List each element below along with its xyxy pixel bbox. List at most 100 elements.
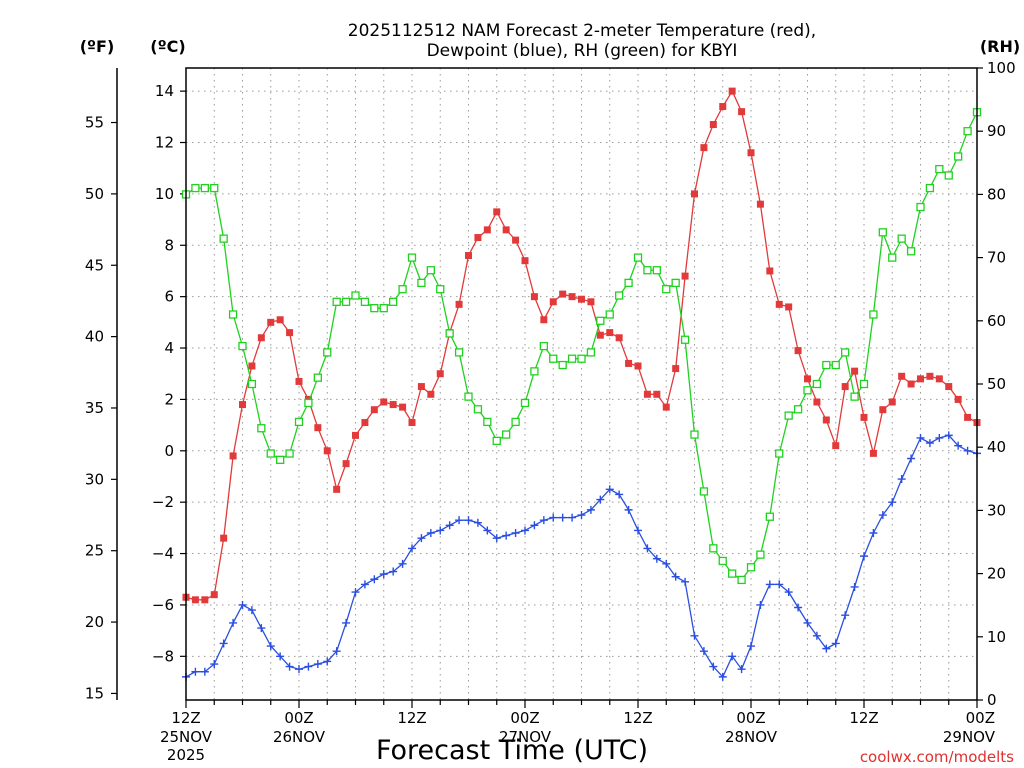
temperature-point: [540, 316, 548, 324]
relative-humidity-point: [332, 297, 341, 306]
relative-humidity-point: [407, 253, 417, 262]
dewpoint-point: [634, 526, 642, 535]
dewpoint-point: [558, 513, 567, 522]
dewpoint-point: [747, 642, 755, 651]
celsius-tick-label: 10: [155, 185, 174, 203]
temperature-point: [747, 149, 755, 157]
time-tick-label: 12Z: [849, 709, 878, 727]
relative-humidity-point: [746, 563, 756, 572]
relative-humidity-point: [323, 348, 332, 357]
temperature-point: [662, 403, 670, 411]
dewpoint-point: [822, 644, 831, 653]
celsius-tick-label: 12: [155, 134, 174, 152]
relative-humidity-point: [294, 417, 304, 427]
dewpoint-point: [521, 526, 529, 535]
date-tick-label: 27NOV: [499, 728, 552, 746]
temperature-point: [926, 372, 934, 380]
temperature-point: [775, 300, 783, 308]
dewpoint-point: [624, 505, 633, 514]
temperature-point: [841, 383, 849, 391]
rh-unit-label: (RH): [980, 37, 1020, 56]
temperature-point: [860, 413, 868, 421]
dewpoint-series: [182, 431, 981, 681]
fahrenheit-tick-label: 15: [85, 684, 104, 702]
relative-humidity-point: [219, 234, 228, 243]
temperature-point: [408, 419, 416, 427]
celsius-unit-label: (ºC): [150, 37, 185, 56]
dewpoint-point: [247, 606, 256, 615]
relative-humidity-point: [906, 247, 916, 256]
relative-humidity-point: [812, 379, 822, 389]
fahrenheit-tick-label: 55: [85, 114, 104, 132]
dewpoint-point: [304, 662, 313, 671]
temperature-point: [634, 362, 642, 370]
fahrenheit-unit-label: (ºF): [80, 37, 115, 56]
temperature-point: [596, 331, 604, 339]
dewpoint-point: [511, 529, 520, 538]
temperature-point: [719, 103, 727, 111]
rh-tick-label: 90: [987, 122, 1006, 140]
dewpoint-point: [276, 652, 285, 661]
dewpoint-point: [408, 544, 416, 553]
relative-humidity-point: [652, 266, 661, 275]
temperature-point: [935, 375, 943, 383]
relative-humidity-point: [784, 411, 793, 420]
temperature-point: [220, 534, 228, 542]
relative-humidity-point: [596, 316, 605, 325]
relative-humidity-point: [869, 310, 878, 319]
dewpoint-point: [888, 498, 897, 507]
dewpoint-point: [681, 577, 690, 586]
relative-humidity-point: [878, 228, 887, 237]
dewpoint-point: [266, 642, 275, 651]
temperature-point: [493, 208, 501, 216]
dewpoint-point: [652, 554, 661, 563]
time-tick-label: 00Z: [736, 709, 765, 727]
relative-humidity-point: [426, 266, 435, 275]
relative-humidity-point: [633, 253, 643, 262]
dewpoint-point: [662, 559, 671, 568]
dewpoint-point: [539, 516, 548, 525]
temperature-point: [370, 406, 378, 414]
relative-humidity-point: [671, 278, 680, 288]
dewpoint-point: [860, 552, 868, 561]
relative-humidity-point: [351, 291, 360, 300]
dewpoint-point: [257, 624, 266, 633]
relative-humidity-point: [228, 310, 238, 319]
dewpoint-point: [850, 582, 859, 591]
relative-humidity-point: [615, 291, 624, 300]
dewpoint-point: [954, 441, 963, 450]
temperature-point: [691, 190, 698, 198]
temperature-point: [964, 413, 972, 421]
temperature-point: [945, 383, 953, 391]
dewpoint-point: [615, 490, 624, 499]
temperature-point: [879, 406, 887, 414]
dewpoint-point: [916, 433, 925, 442]
temperature-point: [559, 290, 567, 298]
relative-humidity-point: [718, 556, 727, 566]
dewpoint-point: [643, 544, 652, 553]
rh-tick-label: 40: [987, 438, 1006, 456]
temperature-point: [954, 395, 962, 403]
time-tick-label: 12Z: [397, 709, 426, 727]
temperature-point: [578, 295, 585, 303]
relative-humidity-point: [605, 310, 614, 319]
relative-humidity-point: [247, 379, 257, 389]
celsius-tick-label: 4: [164, 339, 174, 357]
dewpoint-point: [963, 446, 972, 455]
relative-humidity-point: [483, 417, 492, 427]
relative-humidity-point: [191, 183, 200, 193]
dewpoint-point: [549, 513, 558, 522]
temperature-point: [917, 375, 924, 383]
fahrenheit-tick-label: 25: [85, 542, 104, 560]
relative-humidity-point: [888, 253, 897, 262]
relative-humidity-point: [935, 164, 944, 174]
relative-humidity-point: [793, 405, 803, 414]
relative-humidity-point: [586, 348, 596, 357]
relative-humidity-point: [954, 152, 963, 161]
temperature-point: [822, 416, 830, 424]
temperature-point: [530, 293, 538, 301]
temperature-point: [587, 298, 595, 306]
